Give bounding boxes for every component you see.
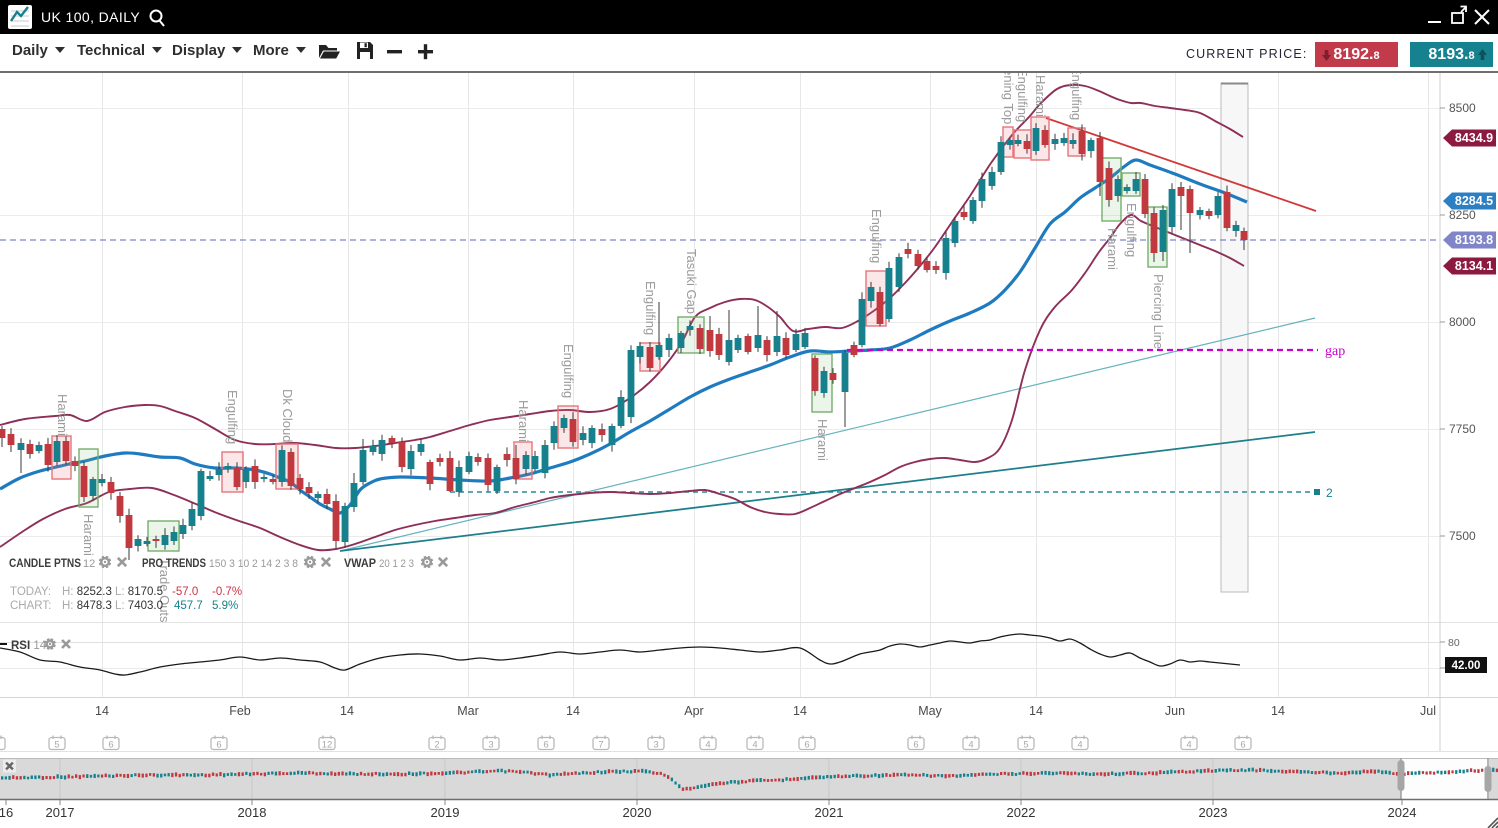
svg-text:14: 14 — [793, 704, 807, 718]
svg-text:Harami: Harami — [81, 514, 96, 556]
svg-text:12: 12 — [322, 740, 333, 751]
svg-text:Engulfing: Engulfing — [561, 344, 576, 398]
svg-text:7: 7 — [598, 740, 603, 751]
svg-text:-0.7%: -0.7% — [212, 586, 242, 598]
svg-text:Engulfing: Engulfing — [225, 390, 240, 444]
svg-text:6: 6 — [804, 740, 809, 751]
svg-text:RSI 14: RSI 14 — [11, 640, 47, 652]
svg-text:Apr: Apr — [684, 704, 703, 718]
svg-text:Tasuki Gap: Tasuki Gap — [684, 249, 699, 314]
svg-text:H: 8478.3: H: 8478.3 — [62, 600, 112, 612]
svg-text:Engulfing: Engulfing — [643, 281, 658, 335]
svg-text:8250: 8250 — [1449, 208, 1476, 222]
svg-text:Mar: Mar — [457, 704, 479, 718]
svg-text:Trade Outside: Trade Outside — [157, 558, 172, 640]
svg-text:2022: 2022 — [1007, 805, 1036, 820]
svg-text:2017: 2017 — [46, 805, 75, 820]
svg-text:8284.5: 8284.5 — [1455, 194, 1493, 208]
svg-text:5: 5 — [1023, 740, 1028, 751]
svg-text:2023: 2023 — [1199, 805, 1228, 820]
svg-text:16: 16 — [0, 805, 13, 820]
svg-text:PRO TRENDS: PRO TRENDS — [142, 558, 206, 570]
svg-text:2020: 2020 — [623, 805, 652, 820]
svg-text:4: 4 — [1077, 740, 1082, 751]
svg-text:7750: 7750 — [1449, 422, 1476, 436]
svg-text:Dk Cloud: Dk Cloud — [280, 389, 295, 442]
svg-text:12: 12 — [83, 558, 95, 570]
svg-text:3: 3 — [488, 740, 493, 751]
svg-text:6: 6 — [1240, 740, 1245, 751]
svg-text:Engulfing: Engulfing — [869, 209, 884, 263]
svg-text:H: 8252.3: H: 8252.3 — [62, 586, 112, 598]
svg-text:8500: 8500 — [1449, 101, 1476, 115]
svg-text:L: 8170.5: L: 8170.5 — [115, 586, 163, 598]
svg-text:14: 14 — [95, 704, 109, 718]
svg-text:14: 14 — [566, 704, 580, 718]
svg-text:150 3 10 2 14 2 3 8: 150 3 10 2 14 2 3 8 — [209, 558, 298, 570]
svg-text:Harami: Harami — [516, 400, 531, 442]
svg-text:Engulfing: Engulfing — [1124, 203, 1139, 257]
svg-text:80: 80 — [1448, 637, 1460, 649]
svg-text:Harami: Harami — [55, 394, 70, 436]
svg-text:-57.0: -57.0 — [172, 586, 198, 598]
svg-text:457.7: 457.7 — [174, 600, 203, 612]
svg-text:14: 14 — [340, 704, 354, 718]
svg-text:20 1 2 3: 20 1 2 3 — [379, 558, 414, 570]
svg-text:Evening Top: Evening Top — [1001, 53, 1016, 124]
svg-text:VWAP: VWAP — [344, 558, 376, 570]
svg-text:7500: 7500 — [1449, 529, 1476, 543]
svg-text:2019: 2019 — [431, 805, 460, 820]
svg-text:CANDLE PTNS: CANDLE PTNS — [9, 558, 81, 570]
svg-text:14: 14 — [1029, 704, 1043, 718]
svg-text:2: 2 — [1326, 486, 1333, 500]
svg-text:Feb: Feb — [229, 704, 251, 718]
svg-text:Engulfing: Engulfing — [1069, 66, 1084, 120]
svg-text:2021: 2021 — [815, 805, 844, 820]
svg-text:4: 4 — [968, 740, 973, 751]
svg-text:6: 6 — [543, 740, 548, 751]
svg-text:8134.1: 8134.1 — [1455, 259, 1493, 273]
svg-text:4: 4 — [705, 740, 710, 751]
svg-text:Harami: Harami — [1033, 75, 1048, 117]
svg-text:42.00: 42.00 — [1452, 660, 1481, 672]
svg-text:3: 3 — [653, 740, 658, 751]
svg-text:6: 6 — [216, 740, 221, 751]
svg-text:8434.9: 8434.9 — [1455, 131, 1493, 145]
svg-text:2: 2 — [434, 740, 439, 751]
svg-text:8193.8: 8193.8 — [1455, 233, 1493, 247]
svg-text:Harami: Harami — [815, 419, 830, 461]
svg-text:5: 5 — [54, 740, 59, 751]
svg-text:2024: 2024 — [1388, 805, 1417, 820]
svg-text:TODAY:: TODAY: — [10, 586, 51, 598]
svg-text:4: 4 — [1186, 740, 1191, 751]
svg-text:Jul: Jul — [1420, 704, 1436, 718]
svg-text:Piercing Line: Piercing Line — [1151, 274, 1166, 349]
svg-text:14: 14 — [1271, 704, 1285, 718]
svg-text:L: 7403.0: L: 7403.0 — [115, 600, 163, 612]
svg-text:CHART:: CHART: — [10, 600, 51, 612]
svg-text:4: 4 — [752, 740, 757, 751]
svg-text:gap: gap — [1325, 344, 1345, 359]
svg-text:2018: 2018 — [238, 805, 267, 820]
svg-text:May: May — [918, 704, 942, 718]
svg-text:8000: 8000 — [1449, 315, 1476, 329]
svg-text:6: 6 — [108, 740, 113, 751]
svg-text:Jun: Jun — [1165, 704, 1185, 718]
svg-text:Engulfing: Engulfing — [1015, 68, 1030, 122]
svg-text:Harami: Harami — [1105, 228, 1120, 270]
svg-text:6: 6 — [913, 740, 918, 751]
svg-text:5.9%: 5.9% — [212, 600, 238, 612]
